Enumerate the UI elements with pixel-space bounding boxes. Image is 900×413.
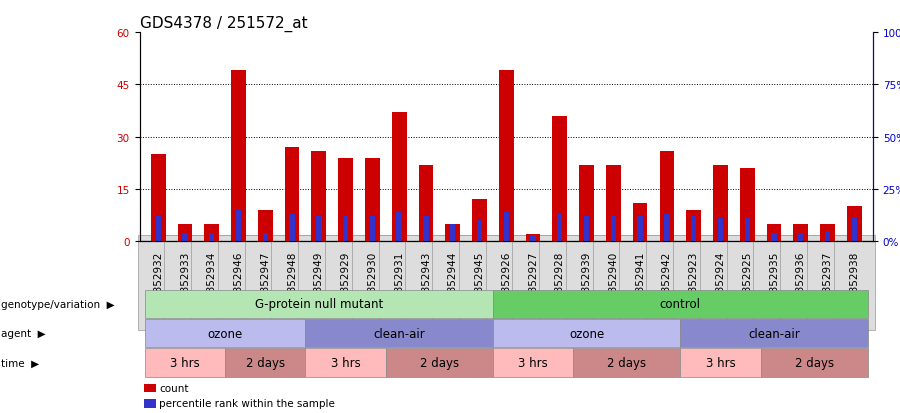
Text: ozone: ozone: [569, 327, 604, 340]
Bar: [557, 214, 562, 242]
Bar: [338, 158, 353, 242]
Bar: [156, 216, 161, 242]
Bar: [204, 224, 219, 242]
Text: agent  ▶: agent ▶: [1, 328, 46, 338]
Bar: [664, 214, 670, 242]
Bar: [365, 158, 380, 242]
Bar: [740, 169, 754, 242]
Text: control: control: [660, 297, 701, 311]
Bar: [446, 224, 460, 242]
Bar: [397, 212, 401, 242]
Bar: [824, 231, 830, 242]
Text: 3 hrs: 3 hrs: [706, 356, 735, 369]
Bar: [660, 151, 674, 242]
Text: ozone: ozone: [208, 327, 243, 340]
Text: GDS4378 / 251572_at: GDS4378 / 251572_at: [140, 16, 307, 32]
Bar: [316, 216, 321, 242]
Text: G-protein null mutant: G-protein null mutant: [255, 297, 383, 311]
Text: 2 days: 2 days: [608, 356, 646, 369]
Bar: [771, 233, 777, 242]
Text: clean-air: clean-air: [748, 327, 800, 340]
Text: time  ▶: time ▶: [1, 358, 39, 368]
Bar: [450, 225, 455, 242]
Text: 3 hrs: 3 hrs: [170, 356, 200, 369]
Bar: [687, 210, 701, 242]
Bar: [717, 218, 723, 242]
Bar: [151, 155, 166, 242]
Bar: [392, 113, 407, 242]
Bar: [691, 216, 697, 242]
Bar: [263, 233, 268, 242]
Bar: [177, 224, 193, 242]
Bar: [530, 235, 536, 242]
Bar: [499, 71, 514, 242]
Bar: [418, 165, 433, 242]
Bar: [343, 216, 348, 242]
Bar: [183, 233, 188, 242]
Text: 2 days: 2 days: [419, 356, 459, 369]
Bar: [851, 218, 857, 242]
Bar: [820, 224, 835, 242]
Bar: [231, 71, 246, 242]
Bar: [637, 216, 643, 242]
Bar: [370, 216, 375, 242]
Bar: [477, 221, 482, 242]
Bar: [798, 233, 804, 242]
Text: 3 hrs: 3 hrs: [331, 356, 361, 369]
Bar: [209, 233, 214, 242]
Bar: [580, 165, 594, 242]
Bar: [258, 210, 273, 242]
Bar: [847, 207, 861, 242]
Bar: [311, 151, 326, 242]
Bar: [553, 116, 567, 242]
Text: genotype/variation  ▶: genotype/variation ▶: [1, 299, 114, 309]
Bar: [767, 224, 781, 242]
Bar: [611, 216, 616, 242]
Bar: [744, 218, 750, 242]
Text: 2 days: 2 days: [246, 356, 285, 369]
Bar: [713, 165, 728, 242]
Bar: [633, 203, 647, 242]
Text: clean-air: clean-air: [374, 327, 425, 340]
Bar: [290, 214, 295, 242]
Bar: [794, 224, 808, 242]
Bar: [423, 216, 428, 242]
Bar: [284, 148, 300, 242]
Text: count: count: [159, 383, 189, 393]
Bar: [236, 210, 241, 242]
Text: 3 hrs: 3 hrs: [518, 356, 548, 369]
Text: percentile rank within the sample: percentile rank within the sample: [159, 399, 335, 408]
Bar: [472, 200, 487, 242]
Bar: [584, 216, 590, 242]
Bar: [606, 165, 621, 242]
Bar: [504, 212, 508, 242]
Text: 2 days: 2 days: [795, 356, 833, 369]
Bar: [526, 235, 540, 242]
